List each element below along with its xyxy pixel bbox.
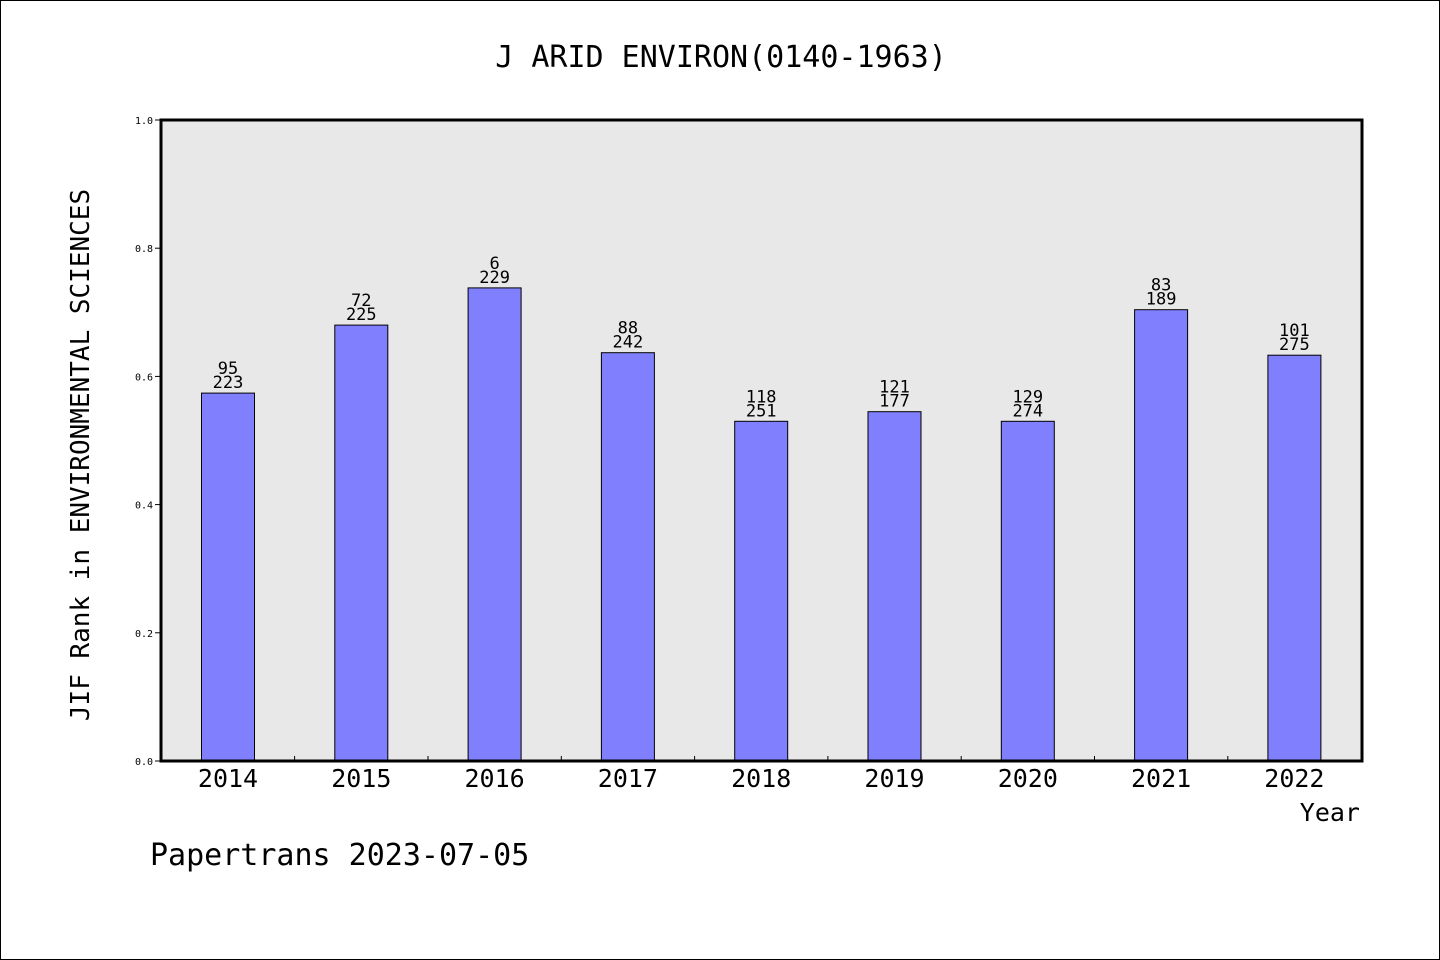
x-tick-label: 2020 <box>998 764 1058 793</box>
x-tick-label: 2022 <box>1264 764 1324 793</box>
y-axis-label: JIF Rank in ENVIRONMENTAL SCIENCES <box>66 189 96 721</box>
bar-total-label: 251 <box>746 401 777 421</box>
x-tick-label: 2014 <box>198 764 258 793</box>
x-tick-label: 2016 <box>464 764 524 793</box>
bar-rank-label: 101 <box>1279 321 1310 341</box>
x-tick-label: 2019 <box>864 764 924 793</box>
bar-2017 <box>600 352 655 762</box>
bar-2015 <box>334 324 389 762</box>
y-tick-label: 0.8 <box>135 244 153 255</box>
x-tick-label: 2018 <box>731 764 791 793</box>
x-tick-label: 2017 <box>598 764 658 793</box>
bar-total-label: 229 <box>479 268 510 288</box>
plot-frame <box>159 118 1364 763</box>
y-tick-label: 1.0 <box>135 116 153 127</box>
bar-rank-label: 83 <box>1151 276 1171 296</box>
bar-rank-label: 6 <box>489 254 499 274</box>
bar-2019 <box>867 411 922 762</box>
bar-2016 <box>467 287 522 762</box>
footer-note: Papertrans 2023-07-05 <box>150 838 529 873</box>
bar-2018 <box>734 420 789 762</box>
bar-total-label: 189 <box>1146 290 1177 310</box>
chart-title: J ARID ENVIRON(0140-1963) <box>495 40 947 75</box>
bar-rank-label: 129 <box>1012 387 1043 407</box>
bar-total-label: 177 <box>879 392 910 412</box>
bar-total-label: 275 <box>1279 335 1310 355</box>
y-axis: 0.0 0.2 0.4 0.6 0.8 1.0 <box>135 116 161 768</box>
bar-total-label: 274 <box>1012 401 1043 421</box>
y-tick-label: 0.6 <box>135 372 153 383</box>
bar-2020 <box>1000 420 1055 762</box>
bar-rank-label: 118 <box>746 387 777 407</box>
bar-total-label: 225 <box>346 305 377 325</box>
bar-total-label: 223 <box>213 373 244 393</box>
y-tick-label: 0.4 <box>135 501 153 512</box>
y-tick-label: 0.2 <box>135 629 153 640</box>
bar-rank-label: 72 <box>351 291 371 311</box>
x-tick-label: 2021 <box>1131 764 1191 793</box>
bar-2021 <box>1134 309 1189 762</box>
x-tick-label: 2015 <box>331 764 391 793</box>
bar-rank-label: 95 <box>218 359 238 379</box>
y-tick-label: 0.0 <box>135 757 153 768</box>
bar-rank-label: 121 <box>879 378 910 398</box>
bar-rank-label: 88 <box>618 319 638 339</box>
bar-total-label: 242 <box>613 333 644 353</box>
bar-2022 <box>1267 354 1322 762</box>
x-axis: 2014 2015 2016 2017 2018 2019 2020 2021 2022 <box>198 756 1325 793</box>
bar-2014 <box>201 392 255 762</box>
x-axis-label: Year <box>1300 798 1360 827</box>
